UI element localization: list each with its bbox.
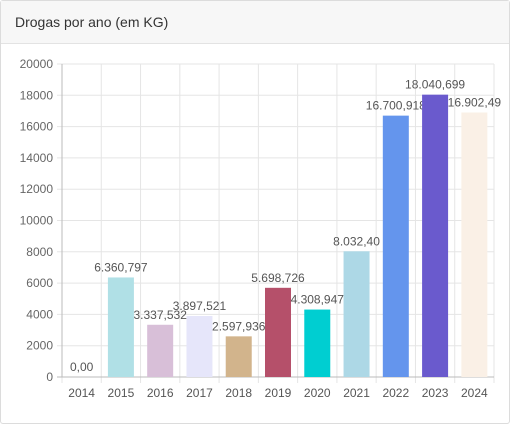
x-tick-label-2017: 2017	[186, 386, 213, 400]
data-label-2019: 5.698,726	[251, 271, 305, 285]
chart-container: 0 2000 4000 6000 8000 10000 12000 14000 16000 180…	[0, 44, 510, 419]
bar-2023	[422, 94, 449, 377]
data-label-2020: 4.308,947	[291, 293, 345, 307]
y-tick-label: 2000	[26, 339, 53, 353]
y-tick-label: 10000	[20, 214, 54, 228]
y-tick-label: 8000	[26, 245, 53, 259]
y-tick-label: 20000	[20, 57, 54, 71]
x-tick-label-2023: 2023	[422, 386, 449, 400]
data-label-2023: 18.040,699	[405, 78, 465, 92]
bar-2022	[382, 115, 409, 378]
x-tick-label-2020: 2020	[304, 386, 331, 400]
bar-2024	[461, 112, 488, 378]
bar-2020	[304, 309, 331, 377]
x-tick-label-2014: 2014	[68, 386, 95, 400]
card-title: Drogas por ano (em KG)	[15, 14, 169, 30]
bar-2016	[147, 324, 174, 377]
x-tick-label-2021: 2021	[343, 386, 370, 400]
y-tick-label: 14000	[20, 151, 54, 165]
x-tick-label-2019: 2019	[265, 386, 292, 400]
bar-2019	[265, 287, 291, 377]
data-label-2014: 0,00	[70, 360, 94, 374]
data-label-2017: 3.897,521	[173, 299, 227, 313]
x-tick-label-2018: 2018	[225, 386, 252, 400]
data-label-2018: 2.597,936	[212, 319, 266, 333]
x-tick-label-2024: 2024	[461, 386, 488, 400]
bar-2015	[107, 277, 134, 377]
y-tick-label: 12000	[20, 182, 54, 196]
y-tick-label: 0	[46, 370, 53, 384]
data-label-2022: 16.700,918	[366, 99, 426, 113]
y-tick-label: 6000	[26, 276, 53, 290]
x-tick-label-2016: 2016	[147, 386, 174, 400]
bar-2018	[225, 336, 252, 377]
bar-2021	[343, 251, 370, 377]
data-label-2015: 6.360,797	[94, 260, 148, 274]
data-label-2024: 16.902,49	[448, 95, 502, 109]
card-header: Drogas por ano (em KG)	[1, 1, 509, 44]
data-label-2016: 3.337,532	[133, 308, 187, 322]
data-label-2021: 8.032,40	[333, 234, 380, 248]
y-tick-label: 4000	[26, 307, 53, 321]
bar-chart: 0 2000 4000 6000 8000 10000 12000 14000 16000 180…	[20, 57, 502, 400]
y-tick-label: 16000	[20, 120, 54, 134]
x-tick-label-2015: 2015	[108, 386, 135, 400]
y-tick-label: 18000	[20, 88, 54, 102]
bar-2017	[186, 316, 213, 377]
x-tick-label-2022: 2022	[382, 386, 409, 400]
